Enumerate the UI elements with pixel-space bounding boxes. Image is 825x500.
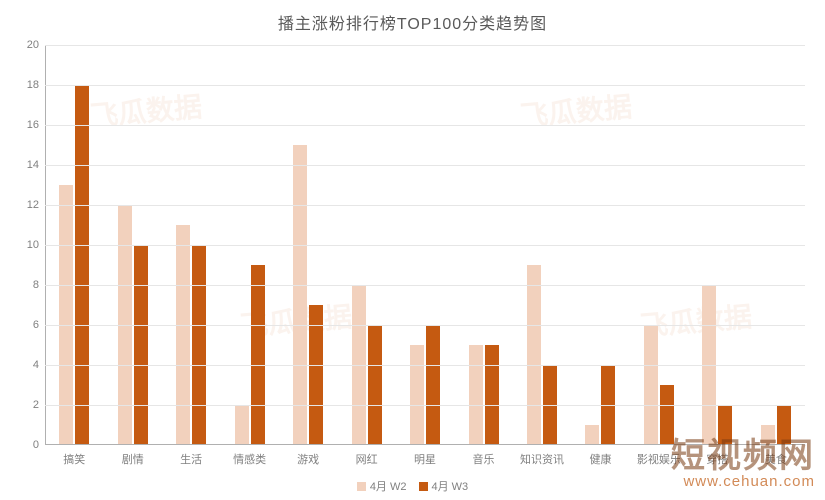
bar [485,345,499,445]
grid-line [45,365,805,366]
grid-line [45,245,805,246]
bar [585,425,599,445]
y-tick-label: 20 [9,39,45,51]
x-tick-label: 搞笑 [63,445,85,467]
bar [134,245,148,445]
y-tick-label: 8 [9,279,45,291]
legend: 4月 W2 4月 W3 [0,478,825,494]
bar [426,325,440,445]
y-tick-label: 12 [9,199,45,211]
grid-line [45,85,805,86]
x-axis-line [45,444,805,445]
bar [75,85,89,445]
bar [192,245,206,445]
y-tick-label: 16 [9,119,45,131]
x-tick-label: 游戏 [297,445,319,467]
x-tick-label: 情感类 [233,445,266,467]
x-tick-label: 音乐 [473,445,495,467]
y-tick-label: 2 [9,399,45,411]
legend-label: 4月 W3 [432,478,469,494]
grid-line [45,325,805,326]
x-tick-label: 知识资讯 [520,445,564,467]
chart-title: 播主涨粉排行榜TOP100分类趋势图 [0,10,825,34]
x-tick-label: 剧情 [122,445,144,467]
y-tick-label: 18 [9,79,45,91]
x-tick-label: 穿搭 [706,445,728,467]
legend-swatch [419,482,428,491]
legend-swatch [357,482,366,491]
bar [235,405,249,445]
grid-line [45,285,805,286]
y-tick-label: 6 [9,319,45,331]
y-tick-label: 4 [9,359,45,371]
bar [644,325,658,445]
grid-line [45,405,805,406]
bar [176,225,190,445]
plot-area: 搞笑剧情生活情感类游戏网红明星音乐知识资讯健康影视娱乐穿搭美食 02468101… [45,45,805,445]
x-tick-label: 生活 [180,445,202,467]
bar [368,325,382,445]
bar [251,265,265,445]
bar [293,145,307,445]
grid-line [45,125,805,126]
bar [761,425,775,445]
bar [59,185,73,445]
x-tick-label: 美食 [765,445,787,467]
bar [469,345,483,445]
x-tick-label: 明星 [414,445,436,467]
grid-line [45,165,805,166]
y-tick-label: 14 [9,159,45,171]
grid-line [45,45,805,46]
y-tick-label: 0 [9,439,45,451]
x-tick-label: 影视娱乐 [637,445,681,467]
chart-container: 播主涨粉排行榜TOP100分类趋势图 飞瓜数据飞瓜数据飞瓜数据飞瓜数据 搞笑剧情… [0,0,825,500]
bar [309,305,323,445]
bar [660,385,674,445]
grid-line [45,205,805,206]
bar [410,345,424,445]
x-tick-label: 网红 [356,445,378,467]
legend-item: 4月 W2 [357,478,407,494]
x-tick-label: 健康 [589,445,611,467]
bar [718,405,732,445]
legend-label: 4月 W2 [370,478,407,494]
legend-item: 4月 W3 [419,478,469,494]
bar [777,405,791,445]
y-tick-label: 10 [9,239,45,251]
bar [527,265,541,445]
